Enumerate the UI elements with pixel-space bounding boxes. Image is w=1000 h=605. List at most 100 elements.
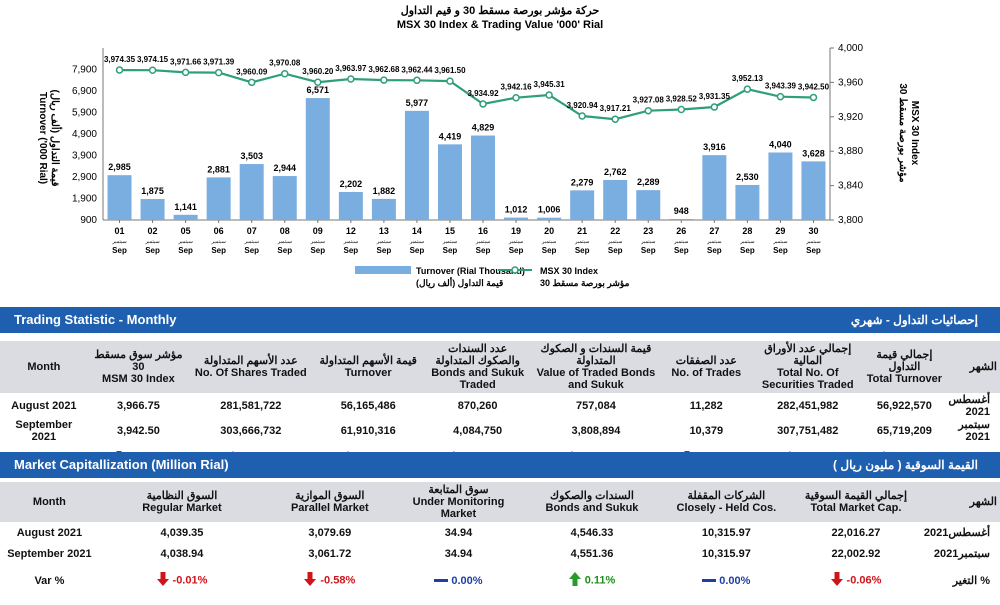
row-month: September 2021 xyxy=(15,418,73,443)
column-header: السوق الموازية Parallel Market xyxy=(265,482,395,522)
arrow-down-icon xyxy=(156,572,169,589)
turnover-bars xyxy=(107,98,826,220)
left-axis-ticks: 900 1,900 2,900 3,900 4,900 5,900 6,900 7,900 xyxy=(72,65,97,227)
row-month: August 2021 xyxy=(11,399,77,412)
turnover-bar-label: 2,279 xyxy=(571,177,594,187)
market-section-title: Market Capitallization (Million Rial) xyxy=(14,457,229,472)
row-value: 870,260 xyxy=(457,399,498,412)
x-tick-month: Sep xyxy=(277,246,292,255)
index-point xyxy=(281,69,289,78)
x-tick-month-ar: سبتمبر xyxy=(541,239,556,245)
x-tick-month: Sep xyxy=(542,246,557,255)
x-tick-day: 30 xyxy=(808,226,818,236)
column-header-en: Month xyxy=(32,496,66,508)
arrow-up-icon xyxy=(568,572,581,589)
x-tick-day: 27 xyxy=(709,226,719,236)
turnover-bar-label: 948 xyxy=(674,206,689,216)
x-tick-day: 05 xyxy=(181,226,191,236)
x-tick-day: 02 xyxy=(148,226,158,236)
turnover-bar xyxy=(206,177,231,220)
turnover-bar xyxy=(603,179,628,220)
column-header-ar: إجمالي قيمة التداول xyxy=(876,349,933,373)
column-header: الشركات المقفلة Closely - Held Cos. xyxy=(661,482,792,522)
x-tick-month-ar: سبتمبر xyxy=(144,239,159,245)
turnover-bar-label: 4,829 xyxy=(472,123,495,133)
x-tick-month: Sep xyxy=(211,246,226,255)
index-point-label: 3,952.13 xyxy=(732,74,764,83)
x-tick-month-ar: سبتمبر xyxy=(210,239,225,245)
index-point-label: 3,960.09 xyxy=(236,67,268,76)
x-tick-day: 26 xyxy=(676,226,686,236)
index-point-label: 3,931.35 xyxy=(699,92,731,101)
row-value: 3,061.72 xyxy=(308,547,352,560)
market-table: Month السوق النظامية Regular Market السوق ا… xyxy=(0,482,1000,597)
turnover-bar xyxy=(471,135,496,220)
x-tick-day: 21 xyxy=(577,226,587,236)
turnover-bar xyxy=(107,175,132,220)
right-axis-ticks: 3,800 3,840 3,880 3,920 3,960 4,000 xyxy=(830,43,863,226)
column-header: السندات والصكوك Bonds and Sukuk xyxy=(522,482,662,522)
row-value: 10,379 xyxy=(689,424,724,437)
column-header-ar: الشهر xyxy=(969,496,997,508)
chart: حركة مؤشر بورصة مسقط 30 و قيم التداول MS… xyxy=(37,5,920,289)
var-label: Var % xyxy=(34,574,65,587)
column-header-en: Month xyxy=(27,361,61,373)
x-axis-ticks: 01سبتمبرSep02سبتمبرSep05سبتمبرSep06سبتمب… xyxy=(111,220,821,255)
turnover-bar xyxy=(669,218,694,220)
trading-section-title-ar: إحصائيات التداول - شهري xyxy=(850,313,978,327)
x-tick-month: Sep xyxy=(674,246,689,255)
var-value-text: 0.11% xyxy=(584,574,616,587)
x-tick-month-ar: سبتمبر xyxy=(343,239,358,245)
column-header: السوق النظامية Regular Market xyxy=(98,482,266,522)
legend-index-label: MSX 30 Index xyxy=(540,266,598,276)
turnover-bar xyxy=(437,144,462,220)
row-value: 56,922,570 xyxy=(876,399,932,412)
column-header-en: Parallel Market xyxy=(290,502,369,514)
index-point xyxy=(710,103,719,111)
x-tick-month: Sep xyxy=(377,246,392,255)
chart-title: MSX 30 Index & Trading Value '000' Rial xyxy=(397,19,603,31)
left-tick-label: 3,900 xyxy=(72,151,97,162)
x-tick-month-ar: سبتمبر xyxy=(277,239,292,245)
turnover-bar-label: 1,006 xyxy=(538,205,561,215)
column-header: سوق المتابعة Under Monitoring Market xyxy=(394,482,523,522)
row-value: 281,581,722 xyxy=(220,399,282,412)
index-point-label: 3,962.44 xyxy=(401,65,433,74)
column-header-ar: عدد السندات والصكوك المتداولة xyxy=(435,343,520,367)
row-month: August 2021 xyxy=(16,526,83,539)
row-value: 307,751,482 xyxy=(777,424,839,437)
index-line: 3,974.35 3,974.15 3,971.66 3,971.393,960.09… xyxy=(104,55,830,123)
x-tick-month: Sep xyxy=(178,246,193,255)
x-tick-day: 12 xyxy=(346,226,356,236)
row-value: 34.94 xyxy=(444,526,473,539)
x-tick-day: 16 xyxy=(478,226,488,236)
x-tick-month: Sep xyxy=(509,246,524,255)
right-axis-label-ar: مؤشر بورصة مسقط 30 xyxy=(897,83,908,182)
column-header: إجمالي قيمة التداول Total Turnover xyxy=(863,341,946,393)
column-header-ar: الشهر xyxy=(969,361,997,373)
index-point-label: 3,974.35 xyxy=(104,55,136,64)
index-point-label: 3,943.39 xyxy=(765,82,797,91)
turnover-bar-label: 1,882 xyxy=(373,186,396,196)
column-header-ar: قيمة الأسهم المتداولة xyxy=(319,355,417,367)
x-tick-day: 09 xyxy=(313,226,323,236)
x-tick-day: 23 xyxy=(643,226,653,236)
index-point-label: 3,971.39 xyxy=(203,58,235,67)
table-row: September 2021 4,038.94 3,061.72 34.94 4,551… xyxy=(0,543,1000,564)
row-value: 303,666,732 xyxy=(220,424,282,437)
turnover-bar-label: 2,289 xyxy=(637,177,660,187)
turnover-bar xyxy=(404,110,429,220)
row-value: 3,966.75 xyxy=(117,399,160,412)
x-tick-month-ar: سبتمبر xyxy=(442,239,457,245)
row-value: 22,016.27 xyxy=(831,526,881,539)
turnover-bar-label: 4,419 xyxy=(439,131,462,141)
right-axis-label: MSX 30 Index xyxy=(909,101,920,166)
column-header-ar: السوق الموازية xyxy=(295,490,365,502)
x-tick-month: Sep xyxy=(145,246,160,255)
left-tick-label: 5,900 xyxy=(72,108,97,119)
turnover-bar xyxy=(305,98,330,220)
x-tick-month-ar: سبتمبر xyxy=(574,239,589,245)
column-header-ar: إجمالي القيمة السوقية xyxy=(804,490,908,502)
var-value: 0.11% xyxy=(522,564,661,597)
x-tick-day: 20 xyxy=(544,226,554,236)
